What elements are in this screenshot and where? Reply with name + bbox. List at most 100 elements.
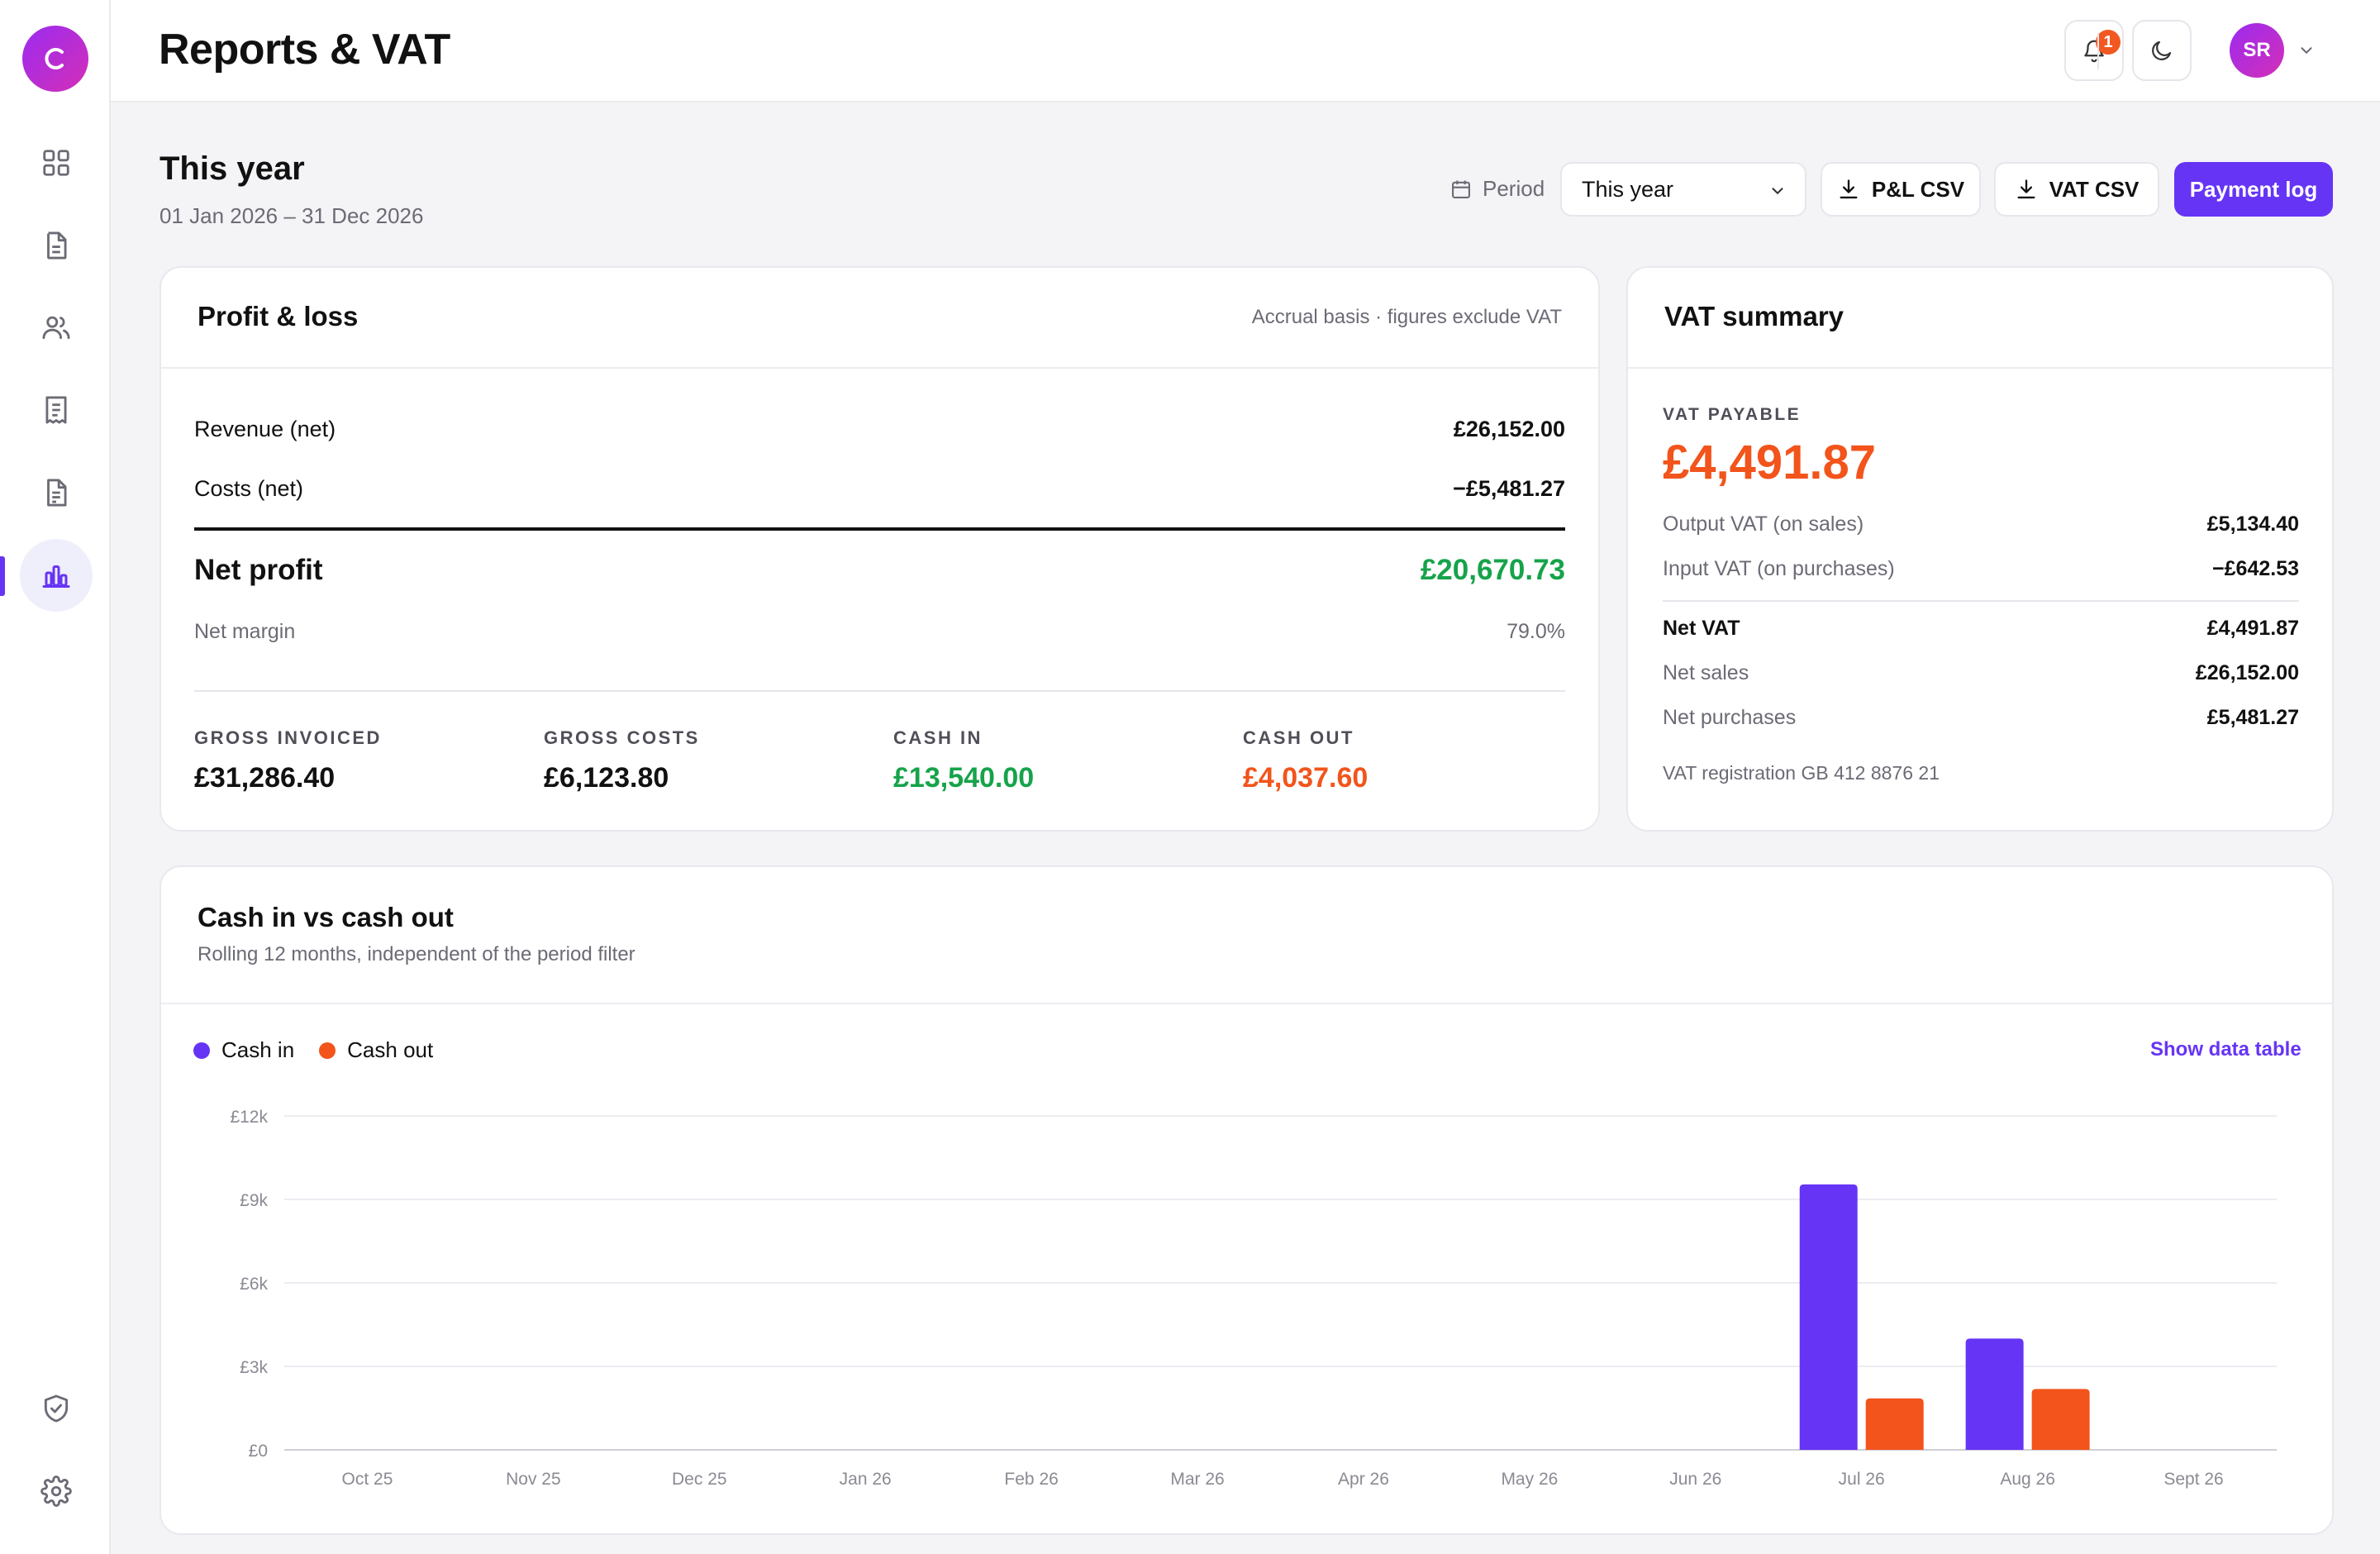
stats-divider <box>194 690 1565 692</box>
revenue-label: Revenue (net) <box>194 417 336 441</box>
chevron-down-icon <box>1772 188 1783 194</box>
y-tick-label: £3k <box>240 1358 268 1377</box>
app-logo[interactable] <box>22 26 88 92</box>
user-avatar[interactable]: SR <box>2230 23 2284 78</box>
revenue-value: £26,152.00 <box>1453 417 1565 441</box>
x-tick-label: Oct 25 <box>342 1470 393 1489</box>
gross-costs-value: £6,123.80 <box>544 762 669 794</box>
invoice-icon <box>47 479 67 507</box>
sidebar <box>0 0 111 1554</box>
legend-swatch-cash-in <box>193 1042 210 1059</box>
period-title: This year <box>159 150 305 187</box>
pl-csv-label: P&L CSV <box>1871 176 1965 202</box>
show-data-table-link[interactable]: Show data table <box>2150 1038 2301 1061</box>
costs-row: Costs (net) −£5,481.27 <box>194 476 1565 502</box>
sidebar-item-invoices[interactable] <box>20 456 93 529</box>
y-tick-label: £6k <box>240 1275 268 1294</box>
payment-log-button[interactable]: Payment log <box>2174 162 2333 217</box>
vat-divider <box>1663 600 2299 602</box>
legend-label-cash-out: Cash out <box>347 1037 434 1062</box>
sidebar-item-expenses[interactable] <box>20 374 93 446</box>
vat-registration: VAT registration GB 412 8876 21 <box>1663 762 1940 784</box>
period-select[interactable]: This year <box>1560 162 1806 217</box>
sidebar-item-dashboard[interactable] <box>20 126 93 199</box>
sidebar-item-security[interactable] <box>20 1372 93 1445</box>
bar-chart-icon <box>42 565 70 588</box>
output-vat-row: Output VAT (on sales) £5,134.40 <box>1663 512 2299 536</box>
sidebar-item-contacts[interactable] <box>20 291 93 364</box>
vat-summary-header: VAT summary <box>1628 268 2332 369</box>
notifications-button[interactable]: 1 <box>2064 20 2124 81</box>
pl-csv-button[interactable]: P&L CSV <box>1821 162 1981 217</box>
x-tick-label: Jul 26 <box>1839 1470 1885 1489</box>
sidebar-item-settings[interactable] <box>20 1455 93 1528</box>
chart-legend: Cash in Cash out <box>193 1037 433 1063</box>
bar-cash-in <box>1799 1184 1858 1450</box>
document-icon <box>47 231 67 260</box>
net-profit-label: Net profit <box>194 554 323 586</box>
period-select-value: This year <box>1582 176 1674 202</box>
x-tick-label: Jun 26 <box>1669 1470 1721 1489</box>
topbar-divider <box>2097 33 2099 69</box>
cash-chart-header: Cash in vs cash out Rolling 12 months, i… <box>161 867 2332 1004</box>
notification-badge: 1 <box>2096 30 2121 55</box>
theme-toggle-button[interactable] <box>2132 20 2192 81</box>
download-icon <box>2017 179 2035 199</box>
moon-icon <box>2152 41 2172 60</box>
x-tick-label: Jan 26 <box>840 1470 892 1489</box>
net-vat-row: Net VAT £4,491.87 <box>1663 617 2299 641</box>
net-sales-label: Net sales <box>1663 661 1749 684</box>
gross-costs-label: GROSS COSTS <box>544 727 700 748</box>
receipt-icon <box>45 396 67 424</box>
calendar-icon <box>1452 180 1470 198</box>
bar-cash-out <box>1865 1398 1924 1450</box>
output-vat-value: £5,134.40 <box>2206 512 2299 536</box>
x-tick-label: May 26 <box>1501 1470 1558 1489</box>
vat-csv-label: VAT CSV <box>2049 176 2140 202</box>
cash-out-value: £4,037.60 <box>1243 762 1368 794</box>
gross-invoiced-label: GROSS INVOICED <box>194 727 382 748</box>
net-profit-row: Net profit £20,670.73 <box>194 554 1565 587</box>
page-title: Reports & VAT <box>159 26 450 74</box>
legend-swatch-cash-out <box>319 1042 336 1059</box>
chevron-down-icon[interactable] <box>2297 41 2316 60</box>
vat-summary-card: VAT summary VAT PAYABLE £4,491.87 Output… <box>1626 266 2334 832</box>
cash-in-value: £13,540.00 <box>893 762 1035 794</box>
logo-c-icon <box>45 48 64 69</box>
profit-loss-header: Profit & loss Accrual basis · figures ex… <box>161 268 1598 369</box>
y-tick-label: £0 <box>249 1442 268 1461</box>
x-tick-label: Sept 26 <box>2163 1470 2223 1489</box>
net-sales-row: Net sales £26,152.00 <box>1663 661 2299 685</box>
bar-cash-out <box>2031 1389 2090 1450</box>
users-icon <box>42 316 70 340</box>
costs-value: −£5,481.27 <box>1453 476 1565 501</box>
output-vat-label: Output VAT (on sales) <box>1663 512 1864 536</box>
sidebar-item-reports[interactable] <box>20 539 93 612</box>
legend-cash-in: Cash in <box>193 1037 294 1063</box>
net-purchases-label: Net purchases <box>1663 706 1797 729</box>
active-indicator <box>0 556 5 596</box>
bar-cash-in <box>1965 1338 2024 1450</box>
profit-loss-note: Accrual basis · figures exclude VAT <box>1251 306 1562 328</box>
period-label: Period <box>1483 176 1545 201</box>
period-dates: 01 Jan 2026 – 31 Dec 2026 <box>159 203 424 228</box>
legend-cash-out: Cash out <box>319 1037 433 1063</box>
legend-label-cash-in: Cash in <box>221 1037 295 1062</box>
y-tick-label: £9k <box>240 1191 268 1210</box>
cash-in-label: CASH IN <box>893 727 983 748</box>
y-tick-label: £12k <box>230 1108 268 1127</box>
top-bar: Reports & VAT <box>111 0 2380 102</box>
net-vat-label: Net VAT <box>1663 617 1740 640</box>
input-vat-label: Input VAT (on purchases) <box>1663 557 1895 580</box>
net-vat-value: £4,491.87 <box>2206 617 2299 640</box>
net-margin-row: Net margin 79.0% <box>194 620 1565 644</box>
profit-loss-card: Profit & loss Accrual basis · figures ex… <box>159 266 1600 832</box>
x-tick-label: Nov 25 <box>506 1470 561 1489</box>
input-vat-row: Input VAT (on purchases) −£642.53 <box>1663 557 2299 581</box>
vat-payable-value: £4,491.87 <box>1663 436 1877 489</box>
dashboard-grid-icon <box>43 150 69 176</box>
vat-csv-button[interactable]: VAT CSV <box>1994 162 2159 217</box>
sidebar-item-documents[interactable] <box>20 209 93 282</box>
net-sales-value: £26,152.00 <box>2195 661 2299 684</box>
x-tick-label: Feb 26 <box>1004 1470 1058 1489</box>
